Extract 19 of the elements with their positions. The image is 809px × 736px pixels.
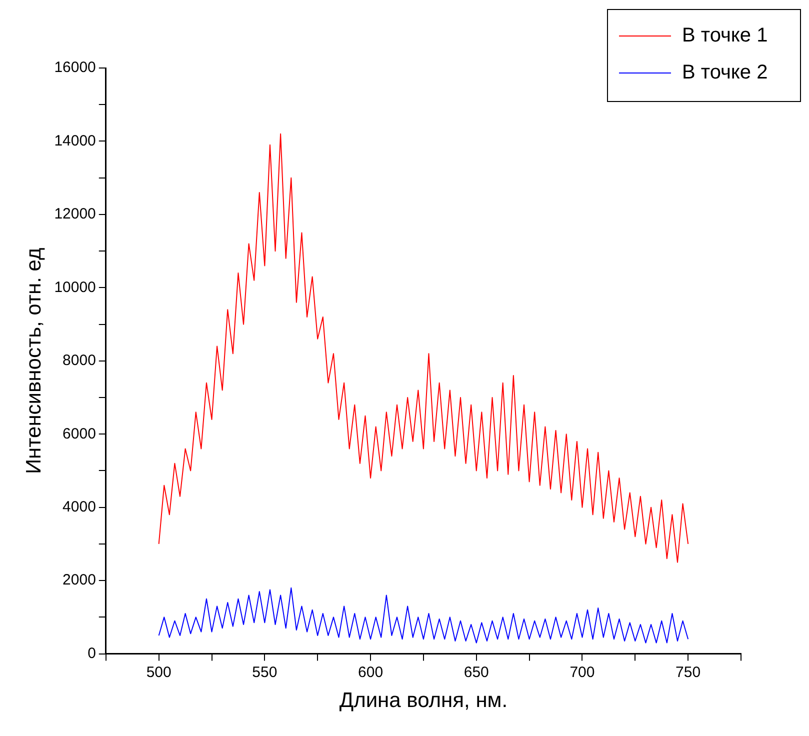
y-tick-label: 16000	[54, 59, 96, 76]
x-tick-label: 600	[358, 664, 384, 681]
x-axis-title: Длина волня, нм.	[339, 689, 508, 712]
x-tick-label: 750	[676, 664, 701, 681]
y-tick-label: 14000	[54, 132, 96, 150]
x-tick-label: 550	[252, 664, 278, 681]
y-tick-label: 12000	[54, 206, 96, 223]
x-tick-label: 650	[464, 664, 489, 681]
legend-label: В точке 1	[682, 24, 768, 47]
y-tick-label: 8000	[62, 352, 96, 370]
x-tick-label: 500	[146, 664, 172, 681]
y-tick-label: 4000	[62, 498, 96, 516]
y-axis-title: Интенсивность, отн. ед	[22, 248, 46, 474]
y-tick-label: 10000	[54, 278, 96, 296]
y-tick-label: 6000	[62, 425, 96, 442]
legend-label: В точке 2	[682, 62, 768, 84]
y-tick-label: 0	[88, 644, 96, 662]
y-tick-label: 2000	[62, 572, 96, 589]
x-tick-label: 700	[570, 664, 595, 681]
